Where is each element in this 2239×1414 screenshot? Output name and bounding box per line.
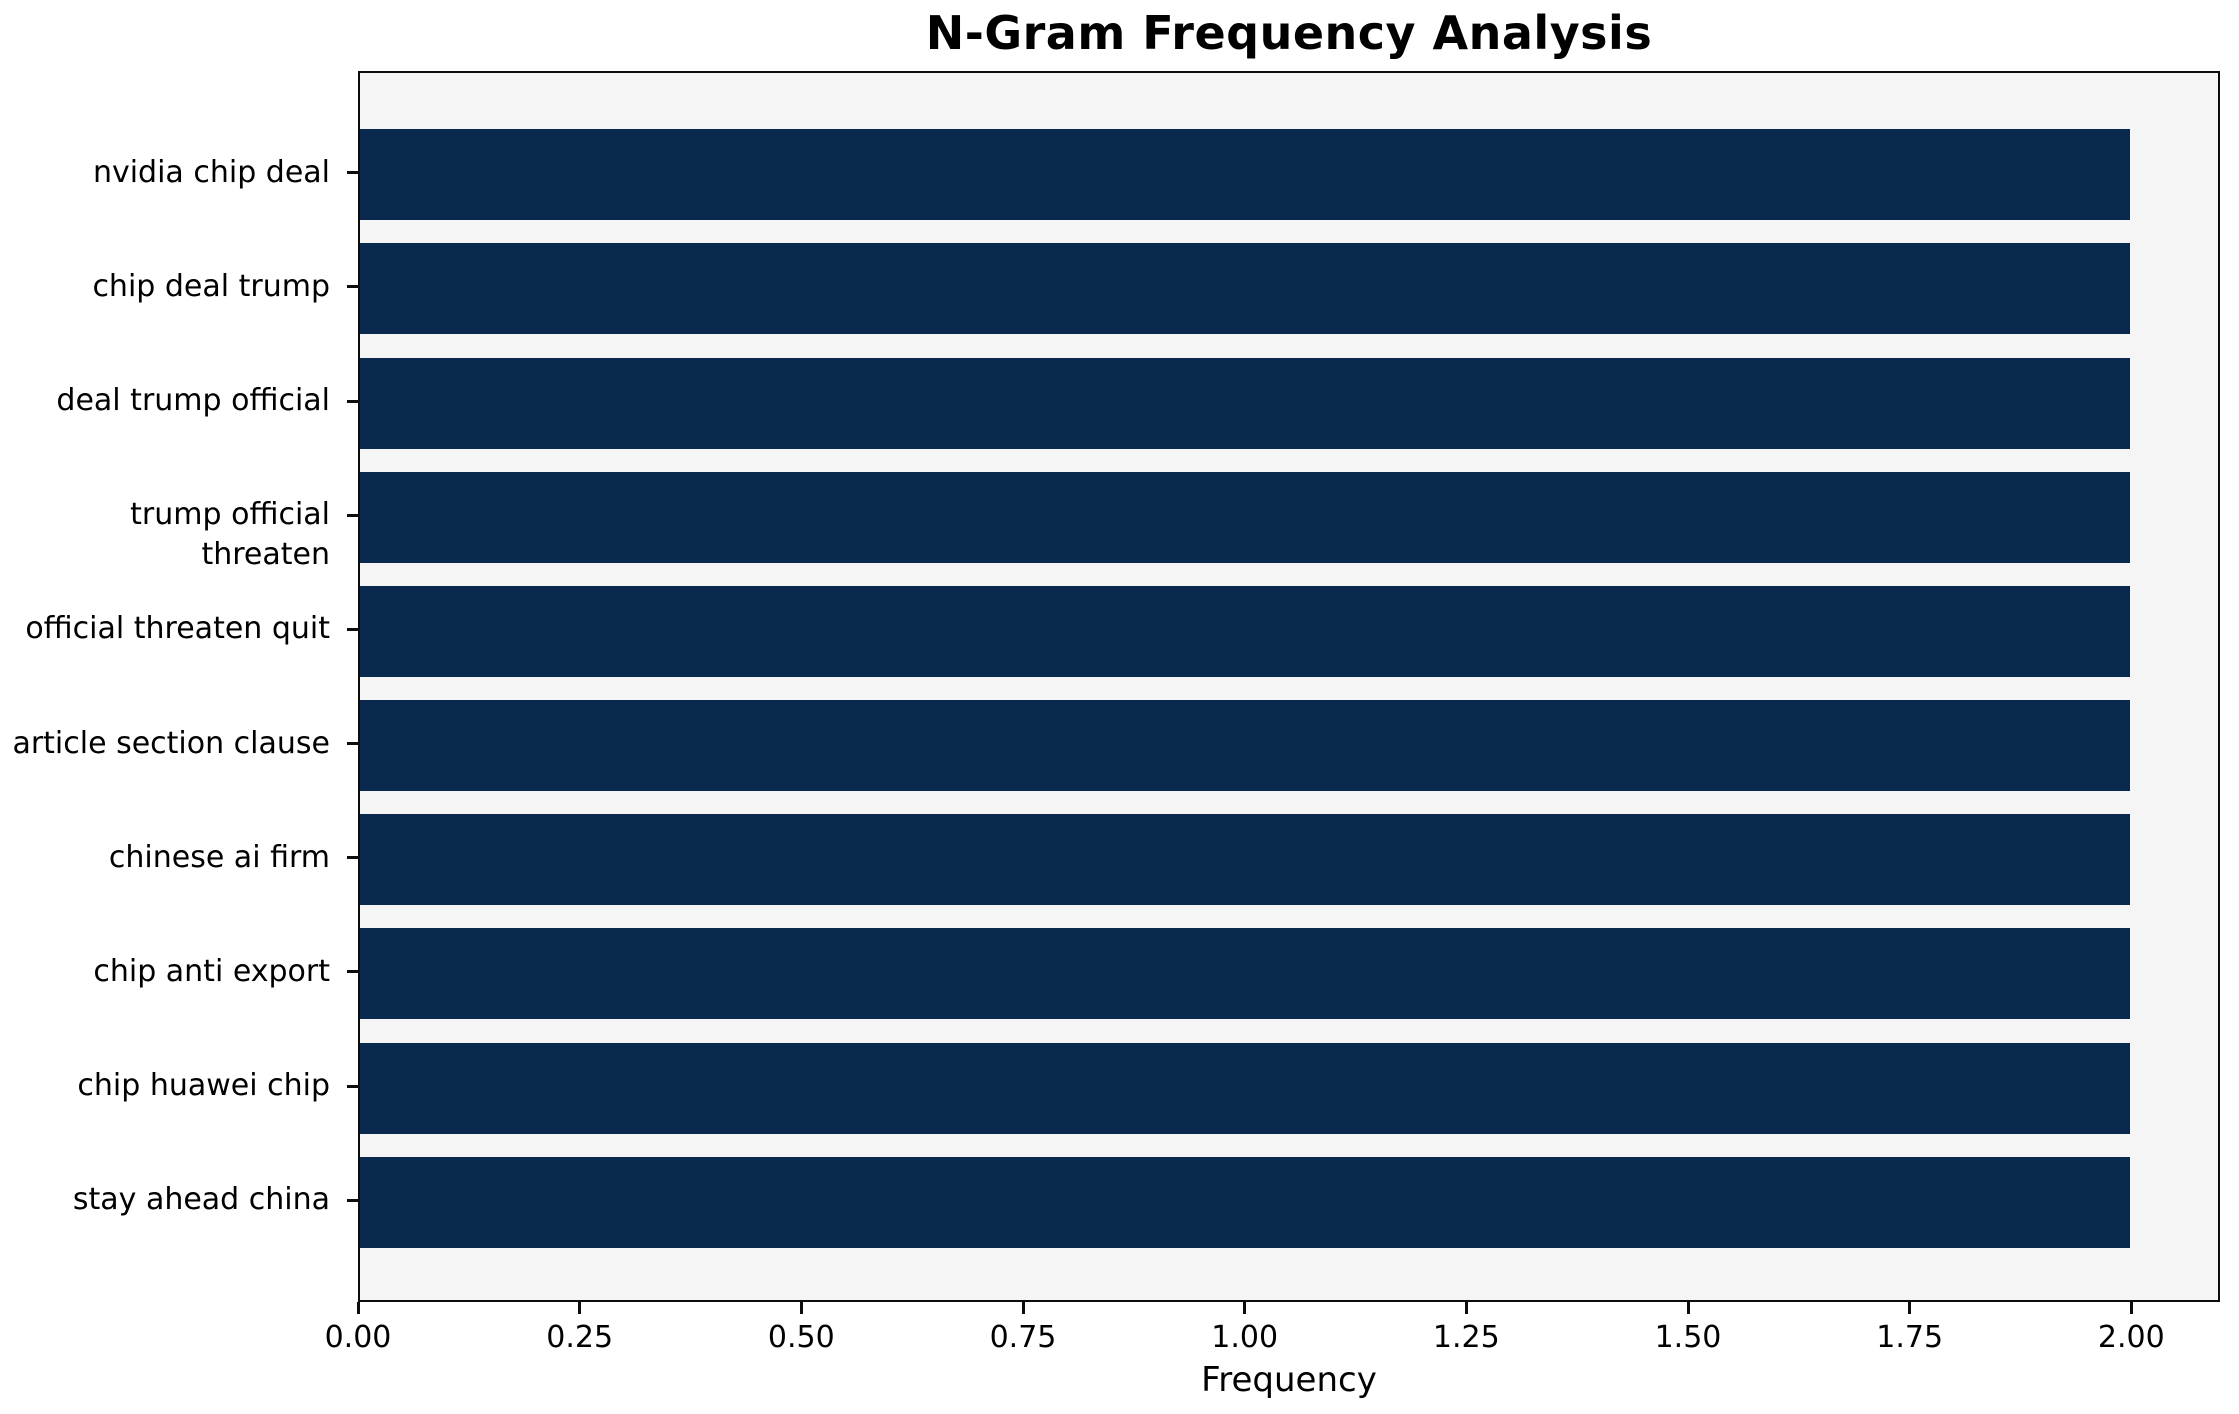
x-tick-mark (1908, 1302, 1912, 1314)
bar (360, 700, 2130, 792)
x-tick-label: 2.00 (2097, 1320, 2165, 1355)
y-tick-mark (347, 513, 358, 517)
y-tick-label: nvidia chip deal (92, 154, 330, 190)
y-tick-mark (347, 285, 358, 289)
bar (360, 471, 2130, 563)
x-tick-mark (1021, 1302, 1025, 1314)
x-tick-mark (1686, 1302, 1690, 1314)
y-tick-mark (347, 742, 358, 746)
y-tick-mark (347, 399, 358, 403)
x-tick-label: 1.00 (1211, 1320, 1279, 1355)
x-axis-title: Frequency (1201, 1360, 1377, 1400)
y-tick-label: article section clause (12, 725, 330, 761)
y-tick-mark (347, 1084, 358, 1088)
bar (360, 928, 2130, 1020)
y-tick-label: chip anti export (93, 953, 330, 989)
bar (360, 1156, 2130, 1248)
y-tick-mark (347, 171, 358, 175)
x-tick-mark (356, 1302, 360, 1314)
x-tick-label: 1.75 (1876, 1320, 1944, 1355)
y-tick-label: chip huawei chip (77, 1068, 330, 1104)
bar (360, 814, 2130, 906)
x-tick-label: 0.50 (767, 1320, 835, 1355)
x-tick-label: 1.25 (1432, 1320, 1500, 1355)
x-tick-mark (1243, 1302, 1247, 1314)
bar (360, 1042, 2130, 1134)
y-tick-label: chip deal trump (92, 268, 330, 304)
y-tick-mark (347, 856, 358, 860)
y-tick-label: deal trump official (56, 383, 330, 419)
x-tick-label: 1.50 (1654, 1320, 1722, 1355)
x-tick-mark (799, 1302, 803, 1314)
y-tick-label: official threaten quit (25, 611, 330, 647)
y-tick-mark (347, 1198, 358, 1202)
x-tick-label: 0.00 (324, 1320, 392, 1355)
y-tick-label: stay ahead china (72, 1182, 330, 1218)
bar (360, 243, 2130, 335)
x-tick-mark (2129, 1302, 2133, 1314)
plot-area (358, 71, 2220, 1302)
x-tick-mark (1464, 1302, 1468, 1314)
chart-title: N-Gram Frequency Analysis (925, 6, 1653, 60)
y-tick-mark (347, 970, 358, 974)
y-tick-mark (347, 627, 358, 631)
x-tick-label: 0.75 (989, 1320, 1057, 1355)
bar (360, 129, 2130, 221)
bar (360, 357, 2130, 449)
bar (360, 585, 2130, 677)
x-tick-label: 0.25 (546, 1320, 614, 1355)
x-tick-mark (578, 1302, 582, 1314)
y-tick-label: chinese ai firm (108, 839, 330, 875)
bars-layer (360, 73, 2218, 1300)
y-tick-label: trump official threaten (130, 497, 330, 573)
